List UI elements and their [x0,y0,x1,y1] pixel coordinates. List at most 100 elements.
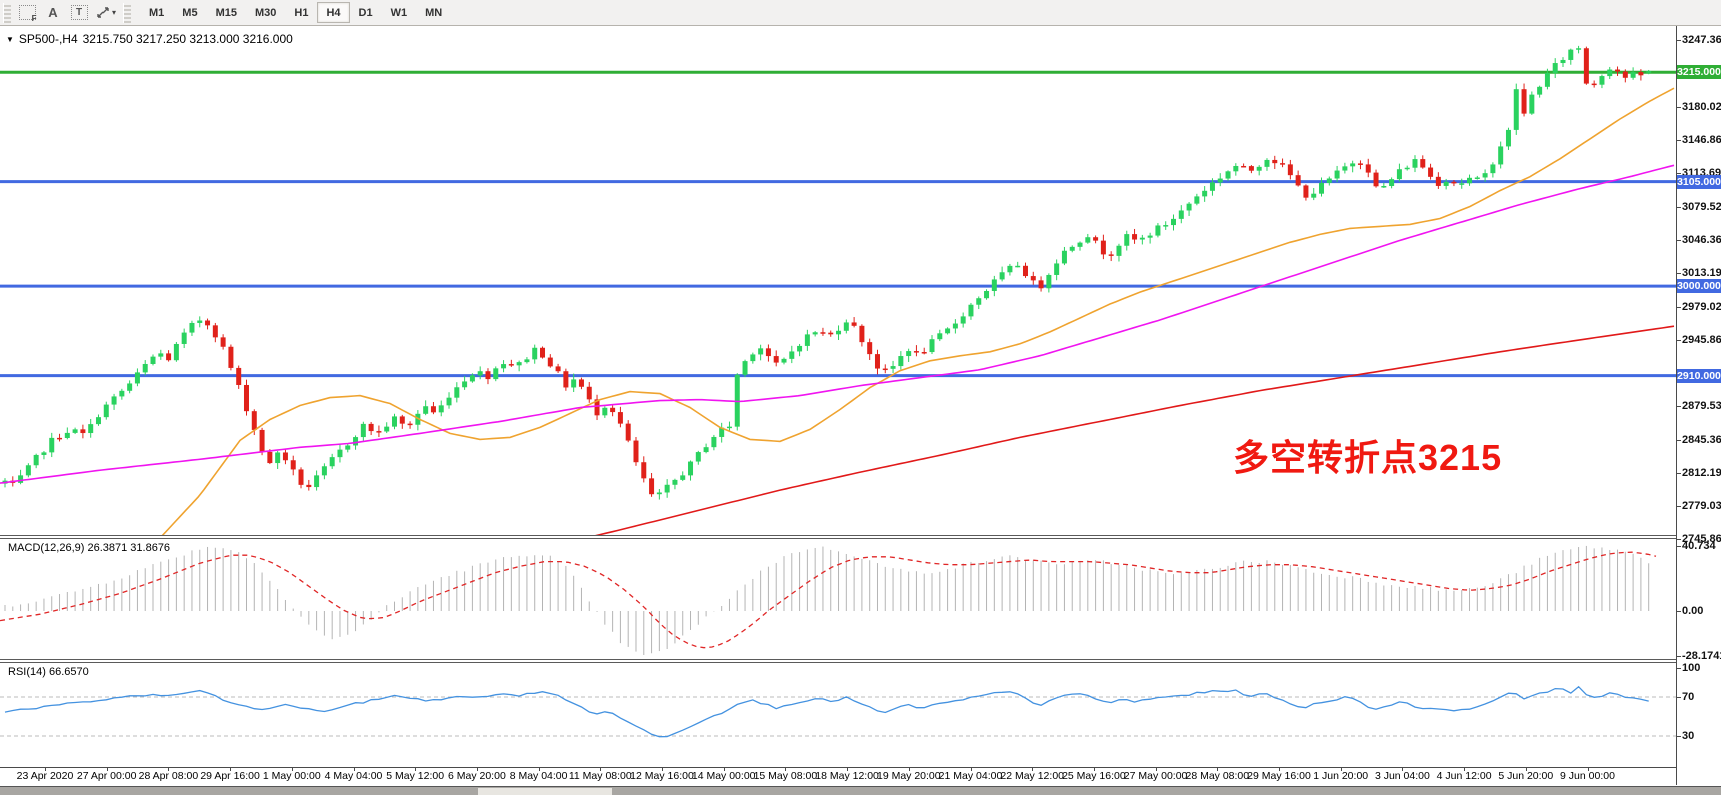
timeframe-button-H1[interactable]: H1 [285,2,317,23]
bull-candle [1607,69,1613,77]
timeframe-button-M15[interactable]: M15 [207,2,246,23]
bull-candle [1552,63,1558,74]
text-tool-button[interactable]: A [40,2,66,24]
macd-tick-label: 0.00 [1682,605,1704,617]
bull-candle [836,330,842,335]
bear-candle [430,406,436,413]
macd-tick-mark [1676,546,1681,548]
bull-candle [1225,171,1231,179]
bull-candle [664,484,670,493]
bear-candle [617,412,623,424]
bull-candle [1482,173,1488,178]
bull-candle [1381,186,1387,188]
time-axis-label: 25 May 16:00 [1062,770,1126,782]
price-tick-mark [1676,473,1681,474]
bull-candle [1529,94,1535,114]
bear-candle [282,452,288,461]
bull-candle [360,423,366,438]
panel-separator-price-macd[interactable] [0,535,1676,539]
time-axis-label: 27 May 00:00 [1123,770,1188,782]
bull-candle [454,387,460,398]
bear-candle [1100,240,1106,255]
timeframe-button-M5[interactable]: M5 [173,2,206,23]
rsi-panel [0,685,1676,738]
rsi-line [4,685,1649,738]
bull-candle [812,332,818,335]
ma-slow-red-line [595,325,1675,535]
time-axis-tick [908,767,910,771]
bear-candle [1428,167,1434,177]
bear-candle [773,356,779,363]
bear-candle [563,371,569,388]
bear-candle [1287,164,1293,176]
panel-separator-macd-rsi[interactable] [0,659,1676,663]
fibonacci-icon: F [18,5,37,23]
arrows-tool-button[interactable]: ▾ [92,2,120,24]
bear-candle [485,371,491,380]
price-level-badge-3105.000: 3105.000 [1677,174,1721,189]
bear-candle [220,337,226,347]
timeframe-button-M30[interactable]: M30 [246,2,285,23]
bull-candle [72,429,78,433]
time-axis-label: 15 May 08:00 [753,770,818,782]
rsi-indicator-label: RSI(14) 66.6570 [8,666,89,678]
bull-candle [999,272,1005,280]
fibonacci-tool-button[interactable]: F [14,2,40,24]
bear-candle [649,478,655,495]
timeframe-button-D1[interactable]: D1 [350,2,382,23]
bull-candle [516,362,522,366]
bull-candle [524,359,530,363]
time-axis-tick [1525,767,1527,771]
bear-candle [859,325,865,343]
time-axis-line [0,767,1676,768]
bull-candle [275,452,281,464]
timeframe-button-M1[interactable]: M1 [140,2,173,23]
bear-candle [1022,265,1028,277]
bear-candle [1583,48,1589,84]
bear-candle [267,451,273,464]
timeframe-button-W1[interactable]: W1 [382,2,417,23]
time-axis-label: 28 Apr 08:00 [138,770,199,782]
bull-candle [789,351,795,359]
bull-candle [1490,164,1496,174]
bull-candle [672,479,678,485]
bear-candle [1435,176,1441,186]
bull-candle [173,343,179,361]
collapse-triangle-icon[interactable]: ▼ [6,34,14,44]
bottom-tab-strip[interactable] [0,786,1721,795]
bear-candle [547,357,553,367]
bull-candle [337,449,343,458]
time-axis-tick [1279,767,1280,771]
price-tick-mark [1676,40,1681,41]
symbol-period-label: SP500-,H4 [18,32,78,46]
time-axis-label: 3 Jun 04:00 [1374,770,1430,782]
time-axis-tick [168,767,170,771]
timeframe-button-H4[interactable]: H4 [317,2,350,23]
bear-candle [251,411,257,430]
time-axis-label: 28 May 08:00 [1185,770,1250,782]
bear-candle [1038,280,1044,289]
time-axis-tick [230,767,232,771]
bull-candle [1334,170,1340,179]
bear-candle [1295,175,1301,186]
toolbar-grip[interactable] [3,2,11,23]
bear-candle [1357,163,1363,165]
price-tick-label: 2812.195 [1682,467,1721,479]
time-axis-label: 1 Jun 20:00 [1313,770,1369,782]
bull-candle [750,354,756,362]
time-axis-tick [353,767,355,771]
text-label-tool-button[interactable]: T [66,2,92,24]
bull-candle [438,405,444,413]
toolbar-grip-2[interactable] [123,2,132,23]
bull-candle [1077,242,1083,247]
bull-candle [127,383,133,391]
chart-area[interactable]: ▼ SP500-,H4 3215.750 3217.250 3213.000 3… [0,26,1721,795]
time-axis-tick [600,767,602,771]
bear-candle [1521,89,1527,114]
time-axis-tick [1340,767,1342,771]
price-tick-label: 2945.860 [1682,334,1721,346]
timeframe-button-MN[interactable]: MN [416,2,451,23]
